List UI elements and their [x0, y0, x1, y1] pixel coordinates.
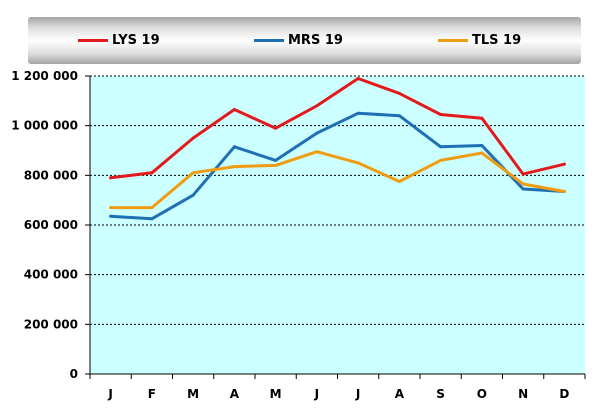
- data-point-0-8: [439, 112, 443, 116]
- data-point-2-2: [191, 171, 195, 175]
- y-tick-label-5: 1 000 000: [11, 119, 78, 133]
- data-point-2-10: [521, 182, 525, 186]
- series-line-2: [109, 150, 566, 210]
- x-tick-label-2: M: [187, 387, 199, 401]
- data-point-1-1: [150, 217, 154, 221]
- data-point-2-3: [232, 165, 236, 169]
- data-point-0-9: [480, 116, 484, 120]
- data-point-1-5: [315, 131, 319, 135]
- data-point-0-1: [150, 171, 154, 175]
- data-point-1-2: [191, 193, 195, 197]
- data-point-0-4: [274, 126, 278, 130]
- legend-item-lys-19: LYS 19: [78, 30, 160, 50]
- data-point-1-7: [397, 114, 401, 118]
- x-tick-label-9: O: [477, 387, 487, 401]
- x-tick-label-3: A: [230, 387, 240, 401]
- x-tick-label-10: N: [518, 387, 528, 401]
- legend-label-mrs-19: MRS 19: [288, 32, 343, 48]
- data-point-2-6: [356, 161, 360, 165]
- data-point-1-10: [521, 187, 525, 191]
- data-point-1-4: [274, 158, 278, 162]
- x-tick-label-1: F: [148, 387, 156, 401]
- data-point-1-0: [109, 214, 113, 218]
- legend-item-tls-19: TLS 19: [438, 30, 521, 50]
- data-point-0-7: [397, 91, 401, 95]
- x-tick-label-11: D: [559, 387, 569, 401]
- series-line-0: [109, 77, 566, 180]
- data-point-2-0: [109, 206, 113, 210]
- y-tick-label-1: 200 000: [24, 317, 78, 331]
- legend-item-mrs-19: MRS 19: [254, 30, 343, 50]
- data-point-2-7: [397, 180, 401, 184]
- legend-swatch-lys-19: [78, 38, 108, 42]
- data-point-2-5: [315, 150, 319, 154]
- y-tick-label-6: 1 200 000: [11, 69, 78, 83]
- data-point-0-11: [562, 162, 566, 166]
- x-tick-label-4: M: [270, 387, 282, 401]
- data-point-1-3: [232, 145, 236, 149]
- data-point-1-9: [480, 144, 484, 148]
- data-point-0-6: [356, 76, 360, 80]
- data-point-2-1: [150, 206, 154, 210]
- data-point-0-10: [521, 172, 525, 176]
- data-point-2-11: [562, 189, 566, 193]
- x-tick-label-6: J: [355, 387, 360, 401]
- data-point-0-5: [315, 104, 319, 108]
- y-tick-label-4: 800 000: [24, 168, 78, 182]
- data-point-2-9: [480, 151, 484, 155]
- legend: LYS 19 MRS 19 TLS 19: [28, 17, 581, 64]
- series-line-1: [109, 111, 566, 221]
- x-tick-label-0: J: [107, 387, 112, 401]
- y-tick-label-0: 0: [70, 367, 78, 381]
- legend-swatch-mrs-19: [254, 38, 284, 42]
- data-point-0-2: [191, 136, 195, 140]
- x-tick-label-7: A: [395, 387, 405, 401]
- data-point-2-4: [274, 163, 278, 167]
- y-tick-label-2: 400 000: [24, 268, 78, 282]
- y-tick-label-3: 600 000: [24, 218, 78, 232]
- data-point-1-6: [356, 111, 360, 115]
- legend-label-lys-19: LYS 19: [112, 32, 160, 48]
- data-point-0-0: [109, 176, 113, 180]
- data-point-2-8: [439, 158, 443, 162]
- legend-swatch-tls-19: [438, 38, 468, 42]
- legend-label-tls-19: TLS 19: [472, 32, 522, 48]
- data-point-0-3: [232, 108, 236, 112]
- x-tick-label-8: S: [436, 387, 445, 401]
- data-point-1-8: [439, 145, 443, 149]
- x-tick-label-5: J: [314, 387, 319, 401]
